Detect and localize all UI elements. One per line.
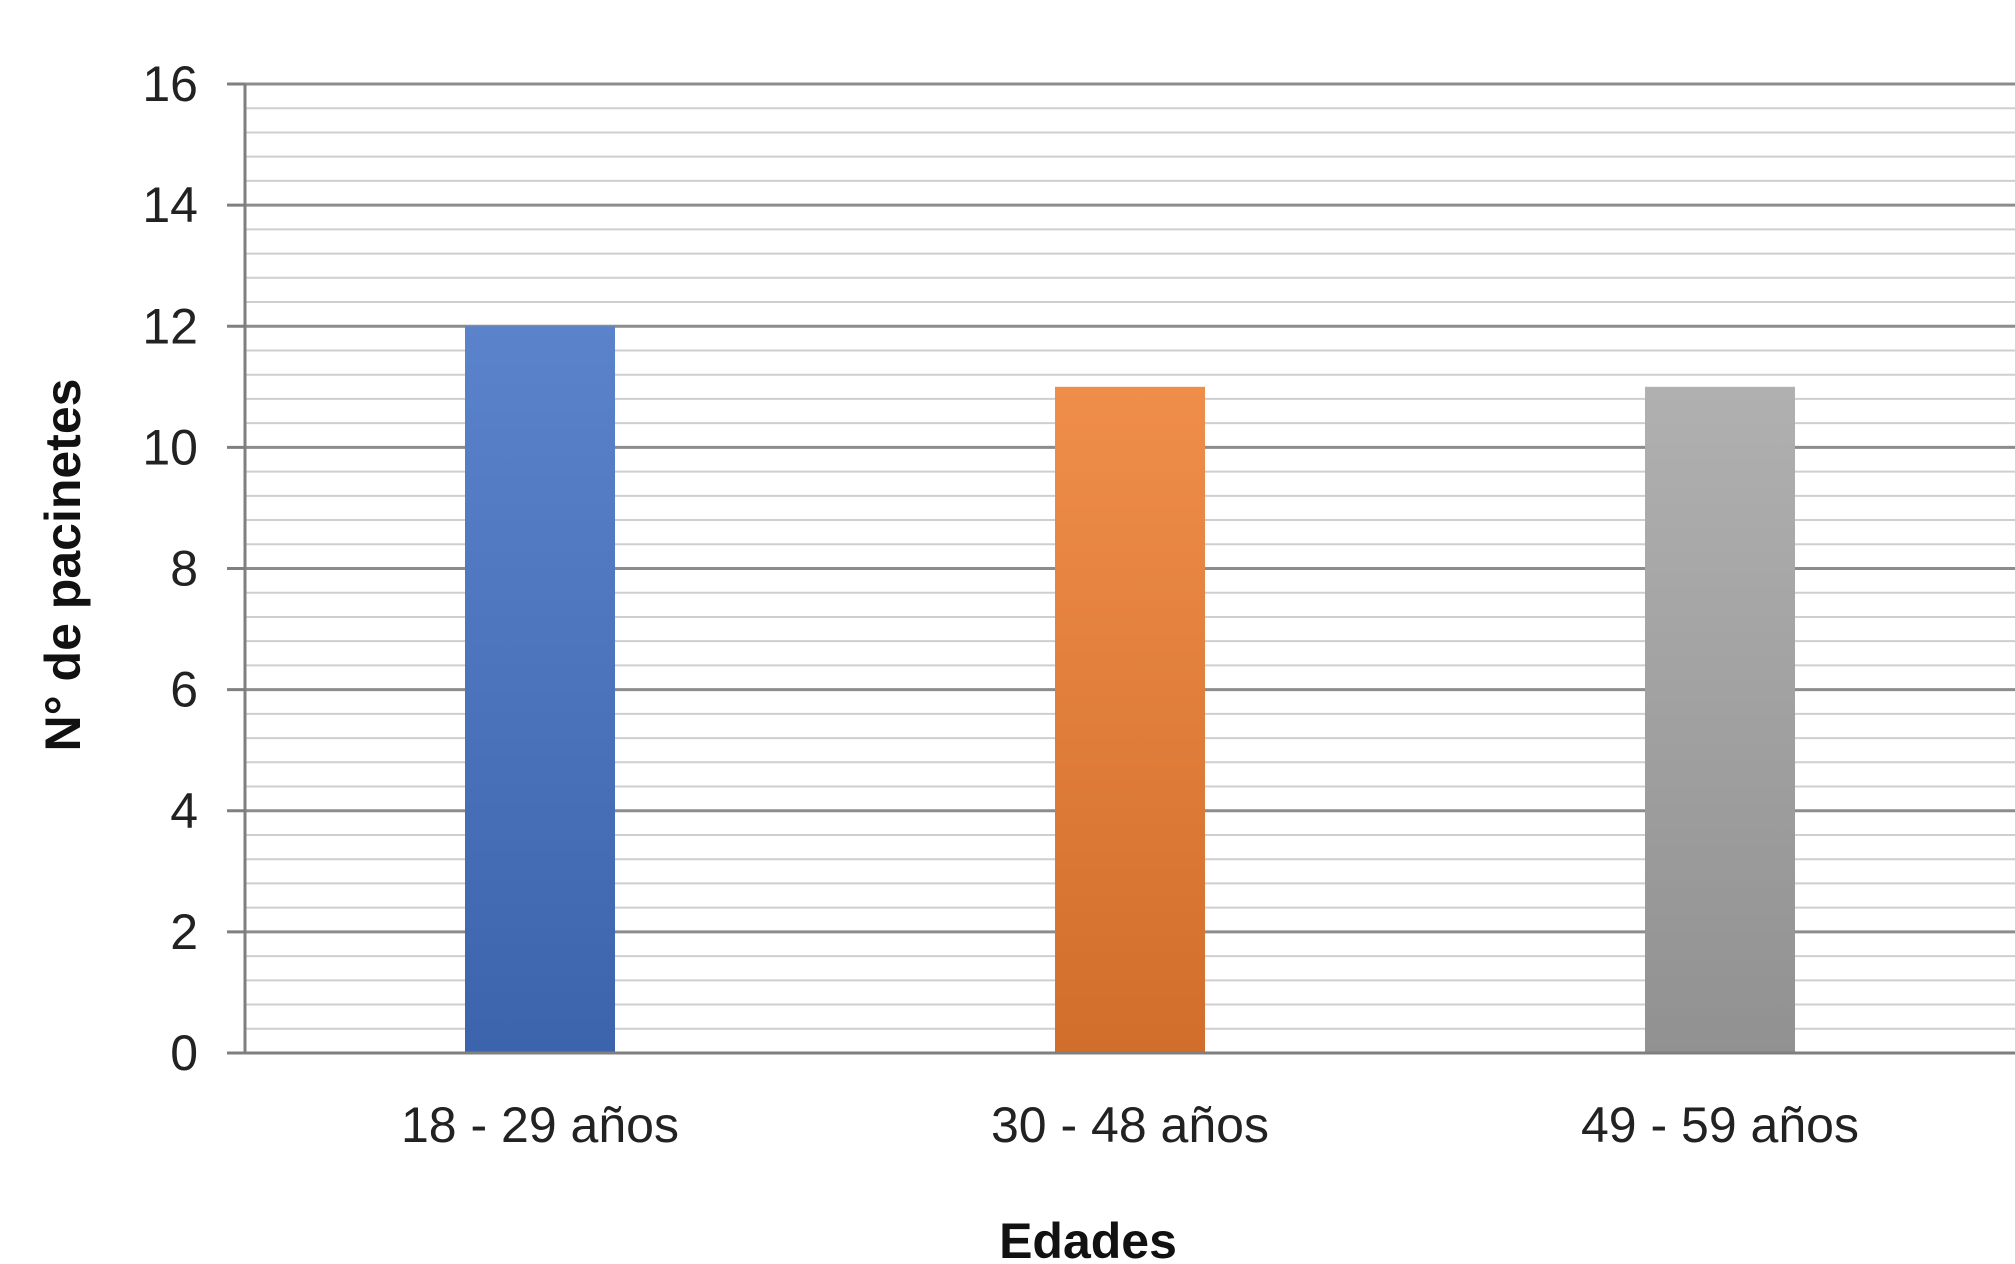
bar-series xyxy=(465,326,1795,1053)
y-tick-label: 16 xyxy=(142,56,198,112)
x-tick-label: 18 - 29 años xyxy=(401,1097,679,1153)
y-tick-label: 6 xyxy=(170,662,198,718)
y-tick-label: 2 xyxy=(170,904,198,960)
x-tick-label: 49 - 59 años xyxy=(1581,1097,1859,1153)
bar-3 xyxy=(1645,386,1795,1053)
y-tick-label: 14 xyxy=(142,177,198,233)
y-tick-label: 12 xyxy=(142,298,198,354)
bar-1 xyxy=(465,326,615,1053)
bar-2 xyxy=(1055,386,1205,1053)
y-tick-label: 8 xyxy=(170,541,198,597)
y-tick-label: 4 xyxy=(170,783,198,839)
y-tick-label: 0 xyxy=(170,1025,198,1081)
y-tick-label: 10 xyxy=(142,419,198,475)
y-axis-ticks: 0 2 4 6 8 10 12 14 16 xyxy=(142,56,245,1081)
x-axis-ticks: 18 - 29 años 30 - 48 años 49 - 59 años xyxy=(401,1097,1859,1153)
y-axis-title: N° de pacinetes xyxy=(35,379,91,752)
x-tick-label: 30 - 48 años xyxy=(991,1097,1269,1153)
x-axis-title: Edades xyxy=(999,1213,1177,1264)
